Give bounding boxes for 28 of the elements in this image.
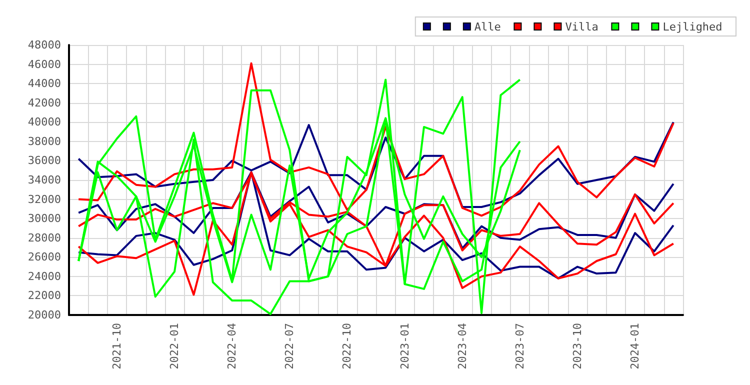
y-tick-label: 48000 <box>28 38 61 52</box>
legend-label: Villa <box>565 20 598 34</box>
y-tick-label: 38000 <box>28 134 61 148</box>
x-tick-label: 2023-07 <box>513 323 526 370</box>
x-tick-label: 2024-01 <box>628 323 642 370</box>
x-tick-label: 2022-04 <box>226 322 239 370</box>
y-tick-label: 20000 <box>28 308 61 322</box>
y-tick-label: 24000 <box>28 270 61 283</box>
x-tick-label: 2022-01 <box>168 323 182 370</box>
y-tick-label: 44000 <box>28 77 61 90</box>
y-tick-label: 46000 <box>28 58 61 71</box>
x-tick-label: 2022-07 <box>283 323 296 370</box>
legend-label: Lejlighed <box>662 20 722 34</box>
y-tick-label: 28000 <box>28 231 61 244</box>
x-tick-label: 2021-10 <box>110 323 124 370</box>
y-tick-label: 34000 <box>28 174 61 186</box>
x-tick-label: 2023-01 <box>398 323 412 370</box>
y-tick-label: 22000 <box>28 289 61 302</box>
x-tick-label: 2023-04 <box>456 322 469 370</box>
y-tick-label: 42000 <box>28 96 61 110</box>
x-tick-label: 2023-10 <box>570 323 584 370</box>
y-tick-label: 36000 <box>28 154 61 168</box>
y-tick-label: 32000 <box>28 192 61 206</box>
legend-label: Alle <box>474 20 501 34</box>
y-tick-label: 40000 <box>28 116 61 129</box>
x-tick-label: 2022-10 <box>340 323 354 370</box>
y-tick-label: 26000 <box>28 250 61 264</box>
y-tick-label: 30000 <box>28 212 61 226</box>
